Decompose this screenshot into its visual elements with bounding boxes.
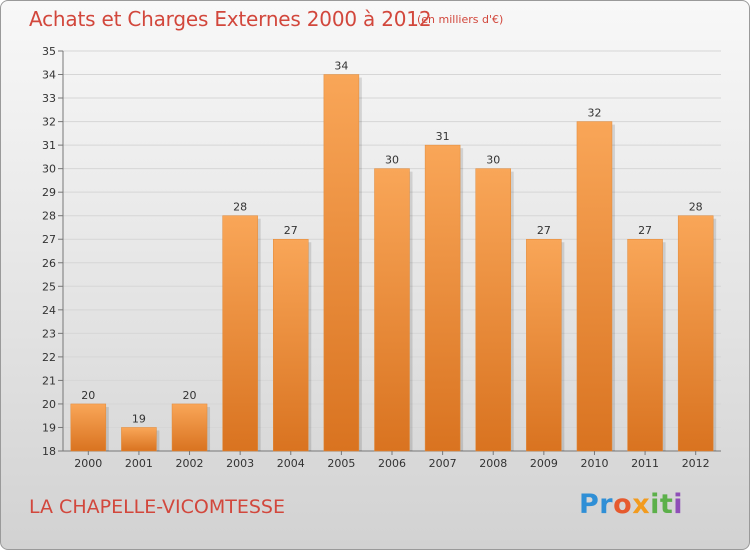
logo-letter: i xyxy=(673,489,684,520)
x-tick-label-2009: 2009 xyxy=(530,457,558,470)
y-tick-label: 35 xyxy=(42,45,56,58)
y-tick-label: 33 xyxy=(42,92,56,105)
bar-2007 xyxy=(424,144,461,452)
data-label-2009: 27 xyxy=(537,224,551,237)
x-tick-label-2001: 2001 xyxy=(125,457,153,470)
bar-2001 xyxy=(121,427,157,452)
x-tick-label-2012: 2012 xyxy=(682,457,710,470)
data-label-2006: 30 xyxy=(385,154,399,167)
logo-letter: i xyxy=(650,489,660,520)
x-tick-label-2000: 2000 xyxy=(74,457,102,470)
y-tick-label: 18 xyxy=(42,445,56,458)
y-tick-label: 25 xyxy=(42,280,56,293)
data-label-2005: 34 xyxy=(334,60,348,73)
data-label-2000: 20 xyxy=(81,389,95,402)
commune-name: LA CHAPELLE-VICOMTESSE xyxy=(29,496,285,518)
y-tick-label: 32 xyxy=(42,116,56,129)
bar-2002 xyxy=(171,403,208,452)
x-tick-label-2005: 2005 xyxy=(327,457,355,470)
x-tick-labels: 2000 2001 2002 2003 2004 2005 2006 2007 2008 2009… xyxy=(74,451,710,470)
logo-letter: x xyxy=(632,489,651,520)
y-tick-label: 27 xyxy=(42,233,56,246)
chart-unit: (en milliers d'€) xyxy=(417,13,504,26)
bar-2000 xyxy=(70,403,107,452)
y-tick-labels: 18 19 20 21 22 23 24 25 26 27 28 29 30 31 32 33 34 35 xyxy=(42,45,56,458)
logo-letter: P xyxy=(579,489,600,520)
y-tick-label: 28 xyxy=(42,210,56,223)
bars xyxy=(70,74,717,452)
y-tick-label: 24 xyxy=(42,304,56,317)
x-tick-label-2011: 2011 xyxy=(631,457,659,470)
logo-letter: r xyxy=(599,489,614,520)
bar-2003 xyxy=(222,215,258,452)
data-label-2001: 19 xyxy=(132,412,146,425)
data-label-2003: 28 xyxy=(233,201,247,214)
bar-2006 xyxy=(374,168,410,452)
data-label-2008: 30 xyxy=(486,154,500,167)
y-tick-label: 34 xyxy=(42,69,56,82)
x-tick-label-2010: 2010 xyxy=(580,457,608,470)
bar-2004 xyxy=(273,238,309,452)
bar-2011 xyxy=(627,238,663,452)
bar-2012 xyxy=(677,215,714,452)
y-tick-label: 19 xyxy=(42,421,56,434)
x-tick-label-2007: 2007 xyxy=(429,457,457,470)
x-tick-label-2006: 2006 xyxy=(378,457,406,470)
y-tick-label: 23 xyxy=(42,327,56,340)
data-label-2002: 20 xyxy=(183,389,197,402)
logo-letter: t xyxy=(659,489,674,520)
y-tick-label: 26 xyxy=(42,257,56,270)
bar-2010 xyxy=(576,121,613,452)
chart-title: Achats et Charges Externes 2000 à 2012 xyxy=(29,7,432,31)
y-tick-label: 31 xyxy=(42,139,56,152)
x-tick-label-2003: 2003 xyxy=(226,457,254,470)
data-label-2012: 28 xyxy=(689,201,703,214)
y-tick-label: 21 xyxy=(42,374,56,387)
data-label-2004: 27 xyxy=(284,224,298,237)
data-label-2011: 27 xyxy=(638,224,652,237)
x-tick-label-2008: 2008 xyxy=(479,457,507,470)
data-label-2010: 32 xyxy=(587,107,601,120)
y-tick-label: 22 xyxy=(42,351,56,364)
bar-2009 xyxy=(526,238,562,452)
x-tick-label-2002: 2002 xyxy=(176,457,204,470)
data-label-2007: 31 xyxy=(436,130,450,143)
y-tick-label: 30 xyxy=(42,163,56,176)
y-tick-label: 20 xyxy=(42,398,56,411)
logo-letter: o xyxy=(613,489,633,520)
y-tick-label: 29 xyxy=(42,186,56,199)
x-tick-label-2004: 2004 xyxy=(277,457,305,470)
bar-2005 xyxy=(323,74,360,452)
data-labels: 20 19 20 28 27 34 30 31 30 27 32 27 28 xyxy=(81,60,702,426)
proxiti-logo: Proxiti xyxy=(579,489,683,520)
bar-2008 xyxy=(475,168,511,452)
